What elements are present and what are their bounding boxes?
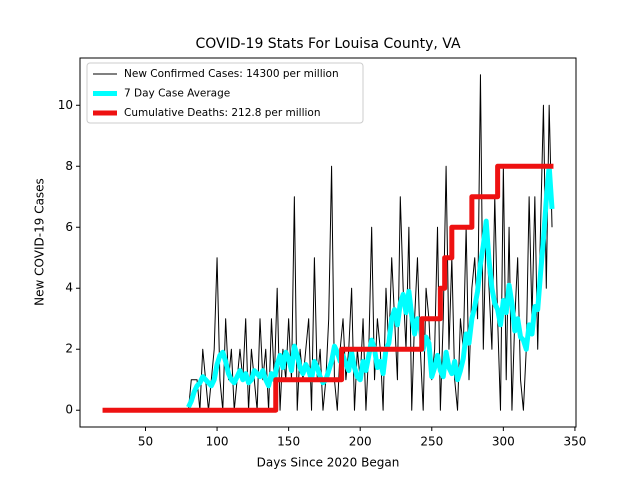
x-tick-label: 350 [563, 435, 586, 449]
y-tick-label: 6 [65, 220, 73, 234]
x-tick-label: 50 [138, 435, 153, 449]
y-tick-label: 10 [58, 98, 73, 112]
legend: New Confirmed Cases: 14300 per million 7 … [86, 62, 364, 124]
legend-label: New Confirmed Cases: 14300 per million [124, 68, 339, 80]
x-tick-label: 300 [492, 435, 515, 449]
chart-title: COVID-19 Stats For Louisa County, VA [195, 36, 461, 52]
x-tick-label: 200 [349, 435, 372, 449]
y-tick-label: 8 [65, 159, 73, 173]
x-axis-label: Days Since 2020 Began [257, 456, 400, 470]
x-tick-label: 150 [277, 435, 300, 449]
y-tick-label: 2 [65, 342, 73, 356]
legend-box [86, 62, 364, 124]
x-tick-label: 100 [206, 435, 229, 449]
y-tick-label: 0 [65, 403, 73, 417]
series-line [187, 74, 553, 411]
legend-label: Cumulative Deaths: 212.8 per million [124, 107, 321, 119]
plot-frame [79, 57, 577, 428]
y-axis-label: New COVID-19 Cases [33, 178, 47, 306]
series-line [102, 163, 554, 413]
x-tick-label: 250 [420, 435, 443, 449]
y-tick-label: 4 [65, 281, 73, 295]
legend-label: 7 Day Case Average [124, 88, 230, 100]
